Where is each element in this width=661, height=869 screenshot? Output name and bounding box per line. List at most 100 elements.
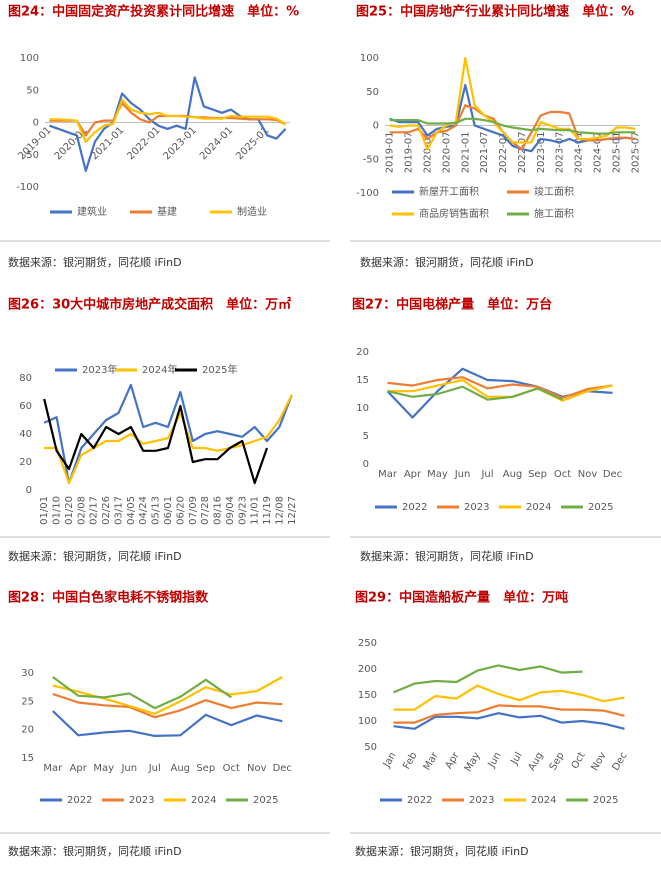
x-tick-label: 2023-01 (536, 132, 547, 174)
figure-title: 图25：中国房地产行业累计同比增速 单位：% (356, 4, 634, 20)
y-tick-label: 200 (358, 664, 377, 675)
y-tick-label: 60 (19, 401, 32, 412)
x-tick-label: 2024-01 (574, 132, 585, 174)
x-tick-label: 2025-01 (234, 125, 271, 162)
series-line (389, 117, 636, 135)
y-tick-label: 100 (360, 53, 379, 64)
y-tick-label: 25 (21, 696, 34, 707)
y-tick-label: 100 (358, 716, 377, 727)
x-tick-label: 01/01 (39, 496, 50, 525)
series-line (387, 385, 563, 401)
y-tick-label: 0 (373, 121, 379, 132)
source-note: 数据来源：银河期货，同花顺 iFinD (8, 255, 182, 269)
x-tick-label: Apr (444, 750, 463, 771)
legend-label: 2025 (253, 795, 278, 806)
series-line (393, 664, 583, 694)
x-tick-label: 2025-01 (611, 132, 622, 174)
x-tick-label: Jun (120, 763, 137, 774)
y-tick-label: -50 (363, 154, 379, 165)
legend-label: 施工面积 (534, 207, 574, 220)
y-tick-label: 40 (19, 429, 32, 440)
x-tick-label: 11/01 (250, 496, 261, 525)
series-line (44, 394, 293, 485)
source-note: 数据来源：银河期货，同花顺 iFinD (8, 549, 182, 563)
x-tick-label: May (463, 750, 483, 773)
x-tick-label: Apr (70, 763, 88, 774)
source-note: 数据来源：银河期货，同花顺 iFinD (360, 549, 534, 563)
legend-label: 制造业 (237, 205, 267, 218)
x-tick-label: 01/20 (64, 496, 75, 525)
y-tick-label: 20 (356, 347, 369, 358)
series-line (389, 56, 636, 151)
x-tick-label: 06/01 (163, 496, 174, 525)
x-tick-label: Feb (401, 751, 419, 772)
x-tick-label: 12/08 (274, 496, 285, 525)
legend-label: 2022 (407, 795, 432, 806)
y-tick-label: -100 (356, 188, 379, 199)
x-tick-label: Jul (480, 469, 493, 480)
x-tick-label: 04/05 (126, 496, 137, 525)
legend-label: 新屋开工面积 (419, 185, 479, 198)
legend-label: 2024 (531, 795, 556, 806)
x-tick-label: 12/27 (287, 496, 298, 525)
legend-label: 基建 (157, 205, 177, 218)
legend-label: 2025 (593, 795, 618, 806)
x-tick-label: 2024-07 (593, 132, 604, 174)
figure-title: 图26：30大中城市房地产成交面积 单位：万㎡ (8, 297, 291, 313)
x-tick-label: Nov (247, 763, 267, 774)
figure-title: 图28：中国白色家电耗不锈钢指数 (8, 590, 209, 606)
y-tick-label: 0 (33, 118, 39, 129)
series-line (43, 398, 269, 485)
x-tick-label: Sep (548, 751, 567, 773)
y-tick-label: 10 (356, 403, 369, 414)
x-tick-label: Jan (381, 751, 399, 771)
x-tick-label: 09/23 (237, 496, 248, 525)
y-tick-label: 250 (358, 638, 377, 649)
x-tick-label: Oct (554, 469, 571, 480)
x-tick-label: 09/04 (225, 496, 236, 525)
y-tick-label: 0 (363, 459, 369, 470)
x-tick-label: Oct (570, 750, 588, 771)
x-tick-label: 03/17 (113, 496, 124, 525)
x-tick-label: Jun (486, 751, 504, 771)
x-tick-label: Mar (378, 469, 398, 480)
legend-label: 2023 (469, 795, 494, 806)
x-tick-label: 04/24 (138, 496, 149, 525)
x-tick-label: May (93, 763, 114, 774)
y-tick-label: 50 (26, 85, 39, 96)
x-tick-label: 02/17 (89, 496, 100, 525)
x-tick-label: Apr (404, 469, 422, 480)
x-tick-label: Mar (422, 750, 441, 773)
series-line (52, 710, 283, 737)
source-note: 数据来源：银河期货，同花顺 iFinD (355, 844, 529, 858)
legend-label: 2023 (464, 502, 489, 513)
figure-title: 图29：中国造船板产量 单位：万吨 (355, 590, 568, 606)
x-tick-label: Mar (43, 763, 63, 774)
series-line (52, 676, 283, 715)
legend-label: 建筑业 (77, 205, 107, 218)
legend-label: 2025年 (202, 363, 237, 376)
x-tick-label: Aug (503, 469, 523, 480)
y-tick-label: 150 (358, 690, 377, 701)
figure-title: 图24：中国固定资产投资累计同比增速 单位：% (8, 4, 299, 20)
x-tick-label: 2021-01 (460, 132, 471, 174)
x-tick-label: 07/28 (200, 496, 211, 525)
x-tick-label: Dec (603, 469, 622, 480)
source-note: 数据来源：银河期货，同花顺 iFinD (360, 255, 534, 269)
x-tick-label: Aug (526, 751, 545, 773)
y-tick-label: 50 (364, 742, 377, 753)
x-tick-label: Aug (170, 763, 190, 774)
x-tick-label: 2022-07 (517, 132, 528, 174)
legend-label: 2023 (129, 795, 154, 806)
x-tick-label: 02/08 (76, 496, 87, 525)
legend-label: 2022 (67, 795, 92, 806)
legend-label: 2023年 (82, 363, 117, 376)
source-note: 数据来源：银河期货，同花顺 iFinD (8, 844, 182, 858)
x-tick-label: Nov (578, 469, 598, 480)
series-line (52, 692, 283, 719)
legend-label: 竣工面积 (534, 185, 574, 198)
x-tick-label: 2025-07 (630, 132, 641, 174)
x-tick-label: 2022-01 (125, 125, 162, 162)
figure-title: 图27：中国电梯产量 单位：万台 (352, 297, 552, 313)
y-tick-label: -100 (16, 182, 39, 193)
